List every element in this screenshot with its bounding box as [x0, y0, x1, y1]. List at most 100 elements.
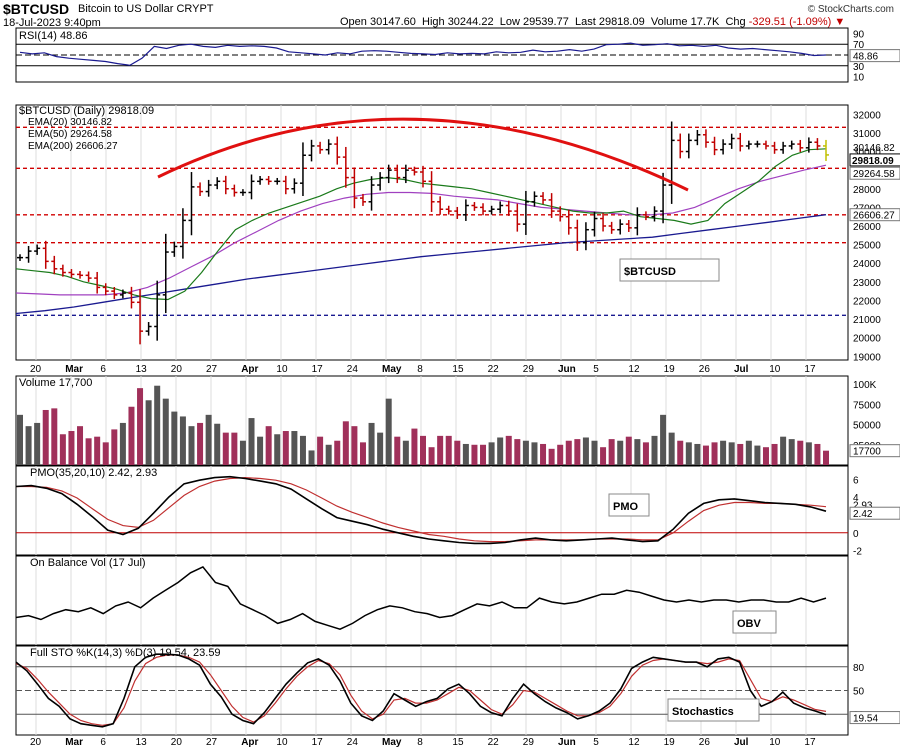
price-tick-label: 23000: [853, 278, 881, 289]
volume-bar: [745, 440, 752, 465]
price-title: $BTCUSD (Daily) 29818.09: [19, 105, 154, 117]
price-bar: [780, 141, 787, 154]
volume-bar: [660, 414, 667, 465]
volume-bar: [788, 439, 795, 465]
price-bar: [59, 264, 66, 277]
price-bar: [420, 165, 426, 188]
last-value: 29818.09: [598, 16, 645, 28]
price-tick-label: 31000: [853, 129, 881, 140]
volume-bar: [574, 439, 581, 465]
date-tick-label: 24: [347, 364, 359, 375]
price-bar: [154, 280, 161, 341]
price-bar: [617, 219, 624, 235]
volume-bar: [737, 443, 744, 465]
rounded-top-arc: [157, 117, 689, 192]
date-tick-label: 5: [593, 364, 599, 375]
bottom-date-tick-label: 6: [100, 737, 106, 748]
date-tick-label: Apr: [241, 364, 258, 375]
volume-bar: [111, 429, 118, 465]
date-tick-label: 13: [136, 364, 148, 375]
bottom-date-tick-label: 13: [136, 737, 148, 748]
price-bar: [814, 138, 821, 151]
price-bar: [642, 211, 649, 221]
legend-ema200: EMA(200) 26606.27: [28, 141, 118, 152]
obv-annotation-box: [732, 610, 777, 634]
price-bar: [574, 219, 581, 251]
volume-bar: [59, 434, 66, 465]
price-bar: [685, 133, 692, 159]
volume-bar: [497, 437, 504, 465]
price-bar: [711, 136, 718, 156]
volume-bar: [137, 388, 144, 465]
price-bar: [745, 140, 752, 150]
bottom-date-tick-label: 24: [347, 737, 359, 748]
bottom-date-tick-label: May: [382, 737, 402, 748]
volume-bar: [471, 444, 478, 465]
bottom-date-tick-label: 27: [206, 737, 218, 748]
price-bar: [608, 221, 615, 234]
pmo-last-label-box: [849, 506, 900, 520]
legend-ema50: EMA(50) 29264.58: [28, 129, 112, 140]
price-bar: [119, 289, 126, 299]
volume-bar: [197, 422, 204, 465]
volume-bar: [188, 426, 195, 465]
rsi-tick-label: 30: [853, 62, 865, 73]
volume-bar: [145, 400, 152, 465]
price-bar: [342, 146, 349, 188]
price-bar: [368, 176, 375, 211]
bottom-date-tick-label: 26: [699, 737, 711, 748]
volume-bar: [325, 444, 332, 465]
price-tick-label: 26000: [853, 222, 881, 233]
volume-bar: [231, 432, 238, 465]
volume-bar: [531, 442, 538, 465]
volume-bar: [359, 442, 366, 465]
date-tick-label: 22: [488, 364, 500, 375]
price-tick-label: 28000: [853, 185, 881, 196]
volume-bar: [102, 442, 109, 465]
date-tick-label: Mar: [65, 364, 83, 375]
price-bar: [437, 196, 444, 215]
rsi-title: RSI(14) 48.86: [19, 30, 87, 42]
price-bar: [514, 203, 521, 232]
price-bar: [762, 140, 769, 150]
date-tick-label: Jul: [734, 364, 749, 375]
price-bar: [505, 200, 512, 216]
bottom-date-tick-label: 29: [523, 737, 535, 748]
legend-ema20: EMA(20) 30146.82: [28, 117, 112, 128]
volume-bar: [694, 443, 701, 465]
chart-header: $BTCUSD Bitcoin to US Dollar CRYPT 18-Ju…: [0, 0, 900, 30]
date-tick-label: 8: [417, 364, 423, 375]
volume-bar: [34, 422, 41, 465]
volume-bar: [179, 416, 186, 465]
price-bar: [600, 213, 607, 232]
volume-label: Volume: [650, 16, 688, 28]
price-tick-label: 24000: [853, 259, 881, 270]
high-label: High: [422, 16, 445, 28]
volume-bar: [668, 432, 675, 465]
volume-bar: [540, 443, 547, 465]
volume-tick-label: 100K: [853, 380, 877, 391]
exchange: CRYPT: [176, 3, 214, 15]
price-bar: [462, 199, 469, 221]
price-bar: [702, 129, 709, 148]
price-bar: [720, 139, 727, 155]
date-tick-label: 10: [769, 364, 781, 375]
price-bar: [188, 172, 195, 236]
price-bar: [77, 271, 84, 279]
pmo-tick-label: 6: [853, 475, 859, 486]
volume-bar: [299, 435, 306, 465]
rsi-last-label: 48.86: [853, 52, 878, 63]
date-tick-label: 10: [276, 364, 288, 375]
volume-bar: [420, 435, 426, 465]
price-bar: [34, 244, 41, 255]
bottom-date-tick-label: 17: [804, 737, 816, 748]
volume-bar: [291, 431, 298, 465]
volume-bar: [437, 435, 444, 465]
volume-bar: [317, 436, 324, 465]
last-label: Last: [574, 16, 596, 28]
price-annotation: $BTCUSD: [624, 266, 676, 278]
price-bar: [737, 133, 744, 152]
price-bar: [42, 240, 49, 269]
volume-bar: [522, 440, 529, 465]
